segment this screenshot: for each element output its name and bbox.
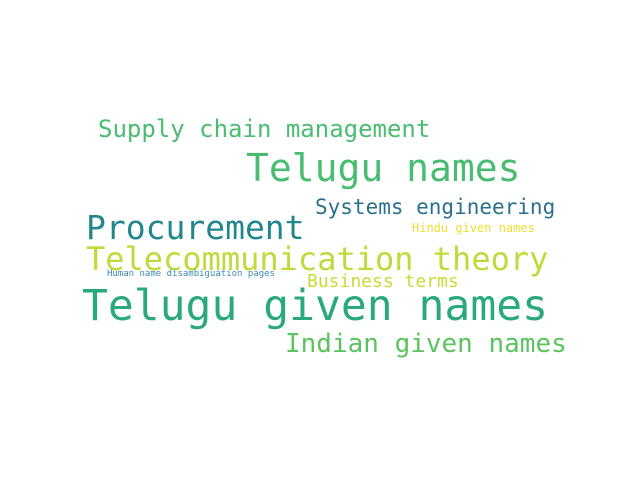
word-telecommunication-theory: Telecommunication theory [86, 240, 549, 278]
word-telugu-given-names: Telugu given names [82, 281, 548, 331]
word-human-name-disambiguation-pages: Human name disambiguation pages [107, 269, 275, 279]
word-hindu-given-names: Hindu given names [412, 221, 535, 235]
word-systems-engineering: Systems engineering [315, 195, 556, 219]
word-procurement: Procurement [86, 208, 305, 247]
word-supply-chain-management: Supply chain management [98, 115, 431, 143]
word-telugu-names: Telugu names [246, 146, 521, 190]
word-indian-given-names: Indian given names [285, 329, 567, 359]
word-business-terms: Business terms [307, 271, 459, 292]
